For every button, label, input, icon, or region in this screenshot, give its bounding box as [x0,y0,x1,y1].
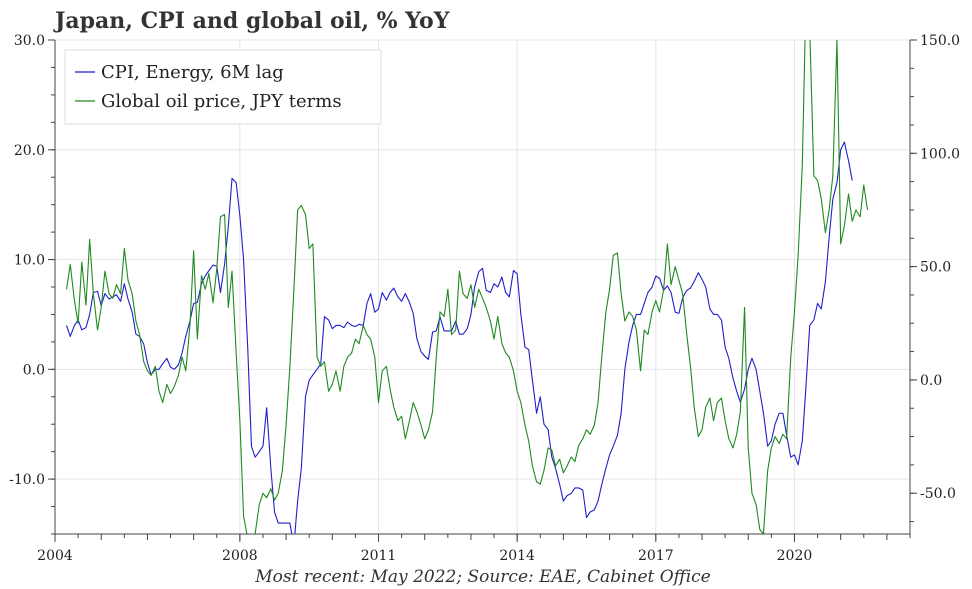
y-left-tick-label-1: 0.0 [23,362,45,378]
series-layer [66,40,869,534]
y-right-tick-label-1: 0.0 [920,373,942,389]
x-tick-label-2: 2011 [361,548,397,564]
y-right-tick-label-4: 150.0 [920,33,960,49]
legend-label-cpi: CPI, Energy, 6M lag [101,62,284,83]
y-right-tick-label-3: 100.0 [920,146,960,162]
y-left-tick-label-2: 10.0 [14,253,45,269]
y-right-tick-label-0: -50.0 [920,486,956,502]
axes: 2004 2008 2011 2014 2017 2020 -10.0 0.0 10.0 20.0… [9,33,960,564]
y-right-tick-label-2: 50.0 [920,260,951,276]
x-tick-label-4: 2017 [638,548,674,564]
x-tick-label-3: 2014 [499,548,535,564]
y-left-tick-label-0: -10.0 [9,472,45,488]
series-line-0 [66,141,853,534]
chart-caption: Most recent: May 2022; Source: EAE, Cabi… [254,567,711,587]
x-tick-label-0: 2004 [37,548,73,564]
x-tick-label-5: 2020 [777,548,813,564]
x-tick-label-1: 2008 [222,548,258,564]
legend-label-oil: Global oil price, JPY terms [101,91,342,112]
chart-title: Japan, CPI and global oil, % YoY [53,8,450,34]
y-left-tick-label-4: 30.0 [14,33,45,49]
legend: CPI, Energy, 6M lag Global oil price, JP… [64,49,382,125]
legend-box [64,49,382,125]
series-line-1 [66,40,869,534]
y-left-tick-label-3: 20.0 [14,143,45,159]
